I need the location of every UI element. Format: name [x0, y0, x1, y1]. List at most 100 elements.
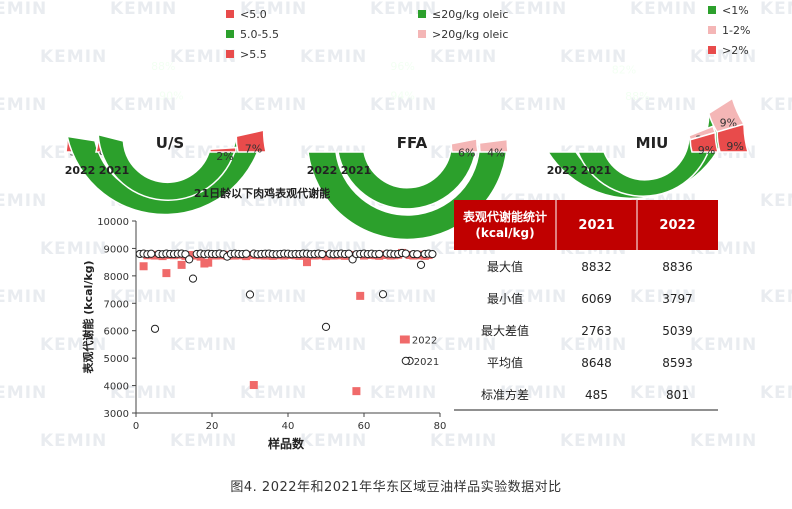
watermark-text: KEMIN [300, 431, 367, 451]
watermark-text: KEMIN [110, 287, 177, 307]
watermark-text: KEMIN [370, 0, 437, 19]
table-cell-value: 801 [666, 388, 689, 402]
scatter-point-2021 [185, 255, 194, 264]
gauge-legend-swatch [226, 30, 234, 38]
scatter-point-2022 [204, 258, 213, 267]
watermark-text: KEMIN [170, 335, 237, 355]
table-header-year: 2022 [659, 218, 695, 233]
scatter-point-2022 [139, 262, 148, 271]
y-axis-label: 表观代谢能 (kcal/kg) [81, 260, 95, 374]
y-tick-label: 10000 [97, 217, 129, 228]
watermark-text: KEMIN [630, 0, 697, 19]
gauge-outer-value-label: 82% [612, 63, 636, 76]
watermark-text: KEMIN [430, 335, 497, 355]
watermark-text: KEMIN [500, 383, 567, 403]
watermark-text: KEMIN [430, 47, 497, 67]
gauge-legend-swatch [226, 50, 234, 58]
gauge-outer-value-label: 9% [720, 117, 737, 130]
gauge-outer-value-label: 7% [245, 143, 262, 156]
watermark-text: KEMIN [370, 95, 437, 115]
gauge-title: MIU [636, 134, 669, 152]
table-row-label: 平均值 [487, 355, 523, 370]
table-header-year: 2021 [578, 218, 614, 233]
gauge-legend-label: <5.0 [240, 8, 267, 21]
gauge-inner-segment [689, 131, 719, 153]
scatter-point-2021 [147, 249, 156, 258]
gauge-inner-year-label: 2021 [581, 164, 612, 177]
table-cell-value: 2763 [581, 324, 612, 338]
watermark-text: KEMIN [240, 287, 307, 307]
table-row-label: 最大差值 [481, 323, 529, 338]
gauge-legend-swatch [418, 10, 426, 18]
gauge-legend-swatch [708, 6, 716, 14]
y-tick-label: 5000 [104, 354, 129, 365]
scatter-point-2022 [303, 258, 311, 267]
watermark-text: KEMIN [40, 431, 107, 451]
x-axis-label: 样品数 [268, 436, 305, 451]
gauge-outer-segment [716, 123, 749, 153]
scatter-point-2022 [352, 387, 361, 396]
gauge-inner-segment [450, 137, 479, 153]
gauge-legend-swatch [708, 26, 716, 34]
watermark-text: KEMIN [40, 239, 107, 259]
watermark-text: KEMIN [630, 95, 697, 115]
gauge-inner-value-label: 9% [698, 144, 715, 157]
gauge-title: U/S [156, 134, 184, 152]
legend-label-2021: 2021 [414, 357, 439, 368]
gauge-legend-swatch [226, 10, 234, 18]
table-cell-value: 485 [585, 388, 608, 402]
watermark-text: KEMIN [170, 47, 237, 67]
gauge-title: FFA [397, 134, 428, 152]
scatter-point-2022 [162, 269, 171, 278]
x-tick-label: 80 [434, 421, 447, 432]
gauge-inner-year-label: 2021 [341, 164, 372, 177]
gauge-legend-label: >5.5 [240, 48, 267, 61]
scatter-point-2022 [249, 381, 258, 390]
y-tick-label: 7000 [104, 299, 129, 310]
watermark-text: KEMIN [110, 0, 177, 19]
y-tick-label: 9000 [104, 244, 129, 255]
watermark-text: KEMIN [0, 383, 47, 403]
scatter-point-2021 [416, 260, 426, 269]
scatter-point-2022 [177, 260, 186, 269]
watermark-text: KEMIN [690, 431, 757, 451]
scatter-point-2021 [245, 290, 255, 299]
gauge-legend-label: 5.0-5.5 [240, 28, 279, 41]
table-cell-value: 6069 [581, 292, 612, 306]
watermark-text: KEMIN [110, 95, 177, 115]
gauge-legend-swatch [708, 46, 716, 54]
table-header-label: (kcal/kg) [475, 226, 534, 240]
watermark-text: KEMIN [40, 335, 107, 355]
watermark-text: KEMIN [690, 335, 757, 355]
watermark-text: KEMIN [110, 383, 177, 403]
watermark-text: KEMIN [690, 47, 757, 67]
watermark-text: KEMIN [560, 431, 627, 451]
x-tick-label: 20 [206, 421, 219, 432]
watermark-text: KEMIN [500, 95, 567, 115]
scatter-point-2022 [356, 291, 365, 300]
watermark-text: KEMIN [370, 383, 437, 403]
watermark-text: KEMIN [760, 383, 792, 403]
legend-marker-2021 [401, 356, 410, 365]
scatter-point-2021 [378, 290, 388, 299]
table-cell-value: 8593 [662, 356, 693, 370]
table-cell-value: 8832 [581, 260, 612, 274]
table-cell-value: 8836 [662, 260, 693, 274]
gauge-legend-label: <1% [722, 4, 749, 17]
stats-table: 表观代谢能统计 (kcal/kg) 2021 2022 最大值 8832 8836 最小值 60… [454, 200, 718, 411]
table-cell-value: 5039 [662, 324, 693, 338]
watermark-text: KEMIN [0, 0, 47, 19]
watermark-text: KEMIN [370, 287, 437, 307]
scatter-point-2021 [188, 274, 198, 283]
watermark-text: KEMIN [40, 47, 107, 67]
gauge-outer-value-label: 4% [487, 147, 504, 160]
gauge-legend-swatch [418, 30, 426, 38]
x-tick-label: 0 [133, 421, 139, 432]
x-tick-label: 60 [358, 421, 371, 432]
watermark-text: KEMIN [630, 383, 697, 403]
x-tick-label: 40 [282, 421, 295, 432]
scatter-point-2021 [413, 250, 422, 259]
y-tick-label: 6000 [104, 327, 129, 338]
